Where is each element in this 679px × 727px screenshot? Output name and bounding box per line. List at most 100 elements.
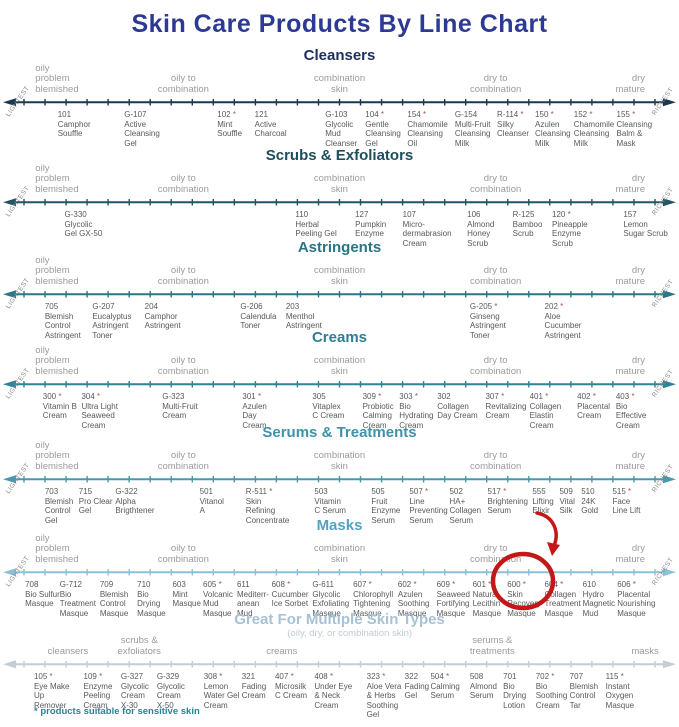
axis-line — [3, 198, 676, 207]
skin-type-label: dry mature — [615, 73, 646, 95]
skin-type-labels-row: oily problem blemished oily to combination co… — [0, 62, 679, 96]
products-row: 705 Blemish Control Astringent G-207 Eucalypt… — [0, 300, 679, 340]
product-label: 157 Lemon Sugar Scrub — [623, 210, 668, 238]
products-row: 101 Camphor Souffle G-107 Active Cleansing Gel… — [0, 108, 679, 148]
product-label: 308 * Lemon Water Gel Cream — [203, 672, 240, 710]
sensitive-star: * — [218, 580, 222, 589]
skin-type-label: dry to combination — [470, 543, 522, 565]
sensitive-star: * — [628, 487, 632, 496]
sensitive-star: * — [58, 392, 62, 401]
section-title: Creams — [311, 329, 368, 346]
axis — [0, 658, 679, 670]
skin-type-labels-row: oily problem blemished oily to combination co… — [0, 440, 679, 473]
skin-type-label: combination skin — [313, 265, 366, 287]
product-label: 609 * Seaweed Fortifying Masque — [436, 580, 470, 618]
skin-type-label: dry to combination — [470, 265, 522, 287]
product-label: 703 Blemish Control Gel — [44, 487, 74, 525]
product-label: 402 * Placental Cream — [577, 392, 611, 420]
product-label: 504 * Calming Serum — [430, 672, 460, 700]
sensitive-star: * — [494, 302, 498, 311]
skin-type-label: oily to combination — [157, 543, 209, 565]
axis-line — [3, 475, 676, 484]
sensitive-star: * — [560, 580, 564, 589]
product-label: G-103 Glycolic Mud Cleanser — [325, 110, 358, 148]
axis: LIGHTEST RICHEST — [0, 185, 679, 218]
product-label: 152 * Chamomile Cleansing Milk — [573, 110, 615, 148]
product-label: 517 * Brightening Serum — [487, 487, 528, 515]
product-label: 605 * Volcanic Mud Masque — [203, 580, 233, 618]
product-label: 303 * Bio Hydrating Cream — [399, 392, 434, 430]
axis-left-arrow — [3, 98, 16, 107]
axis-left-arrow — [3, 568, 16, 577]
product-label: 109 * Enzyme Peeling Cream — [83, 672, 113, 710]
product-label: 150 * Azulen Cleansing Milk — [535, 110, 571, 148]
skin-type-label: dry to combination — [470, 73, 522, 95]
skin-type-labels-row: (oily, dry, or combination skin) cleanser… — [0, 628, 679, 658]
skin-type-label: oily to combination — [157, 265, 209, 287]
product-label: 155 * Cleansing Balm & Mask — [616, 110, 653, 148]
product-label: 601 * Natural Lecithin Masque — [472, 580, 502, 618]
product-label: 401 * Collagen Elastin Cream — [529, 392, 562, 430]
sensitive-star: * — [219, 672, 223, 681]
sensitive-star: * — [632, 580, 636, 589]
sensitive-star: * — [592, 392, 596, 401]
products-row: 703 Blemish Control Gel 715 Pro Clear Gel G-322… — [0, 485, 679, 525]
axis: LIGHTEST RICHEST — [0, 277, 679, 310]
product-label: G-107 Active Cleansing Gel — [124, 110, 160, 148]
skin-type-label: combination skin — [313, 355, 366, 377]
sensitive-star: * — [632, 110, 636, 119]
product-label: 202 * Aloe Cucumber Astringent — [544, 302, 582, 340]
axis-right-arrow — [663, 290, 676, 299]
axis-left-arrow — [3, 475, 16, 484]
sensitive-star: * — [414, 392, 418, 401]
product-label: 107 Micro-dermabrasion Cream — [402, 210, 452, 248]
section-masks: Masks oily problem blemished oily to combina… — [0, 518, 679, 618]
sensitive-star: * — [446, 672, 450, 681]
skin-type-label: oily to combination — [157, 450, 209, 472]
skin-type-label: combination skin — [313, 450, 366, 472]
product-label: 408 * Under Eye & Neck Cream — [314, 672, 353, 710]
skin-type-label: oily problem blemished — [35, 62, 79, 95]
axis-left-arrow — [3, 380, 16, 389]
skin-type-label: dry to combination — [470, 173, 522, 195]
product-label: 305 Vitaplex C Cream — [312, 392, 345, 420]
product-label: 608 * Cucumber Ice Sorbet — [271, 580, 309, 608]
product-label: 611 Mediterr-anean Mud — [236, 580, 269, 618]
skin-type-label: dry mature — [615, 265, 646, 287]
product-label: 510 24K Gold — [581, 487, 599, 515]
sensitive-star: * — [522, 580, 526, 589]
axis-right-arrow — [663, 660, 676, 669]
sensitive-star: * — [488, 580, 492, 589]
product-label: 708 Bio Sulfur Masque — [25, 580, 60, 608]
product-label: 508 Almond Serum — [469, 672, 497, 700]
sensitive-skin-footnote: * products suitable for sensitive skin — [34, 706, 200, 717]
product-label: 120 * Pineapple Enzyme Scrub — [552, 210, 588, 248]
sensitive-star: * — [269, 487, 273, 496]
axis-left-arrow — [3, 290, 16, 299]
section-multiple-skin-types: Great For Multiple Skin Types (oily, dry… — [0, 612, 679, 719]
product-label: 102 * Mint Souffle — [217, 110, 243, 138]
sensitive-star: * — [560, 302, 564, 311]
sensitive-star: * — [520, 110, 524, 119]
category-label: serums & treatments — [469, 635, 515, 657]
page-title: Skin Care Products By Line Chart — [131, 9, 548, 38]
product-label: 403 * Bio Effective Cream — [615, 392, 647, 430]
product-label: 555 Lifting Elixir — [532, 487, 554, 515]
section-subtitle: (oily, dry, or combination skin) — [287, 628, 413, 639]
section-title: Serums & Treatments — [262, 424, 417, 441]
product-label: 307 * Revitalizing Cream — [485, 392, 527, 420]
sensitive-star: * — [422, 110, 427, 119]
skin-type-labels-row: oily problem blemished oily to combination co… — [0, 345, 679, 378]
skin-type-label: dry to combination — [470, 355, 522, 377]
sensitive-star: * — [567, 210, 571, 219]
category-label: cleansers — [47, 645, 89, 657]
section-serums-treatments: Serums & Treatments oily problem blemished… — [0, 424, 679, 525]
sensitive-star: * — [97, 392, 101, 401]
skin-type-label: oily to combination — [157, 73, 209, 95]
product-label: 607 * Chlorophyll Tightening Masque — [353, 580, 394, 618]
category-label: creams — [266, 645, 298, 657]
sensitive-star: * — [257, 392, 262, 401]
axis-right-arrow — [663, 98, 676, 107]
skin-type-label: combination skin — [313, 173, 366, 195]
product-label: G-712 Bio Treatment Masque — [59, 580, 96, 618]
